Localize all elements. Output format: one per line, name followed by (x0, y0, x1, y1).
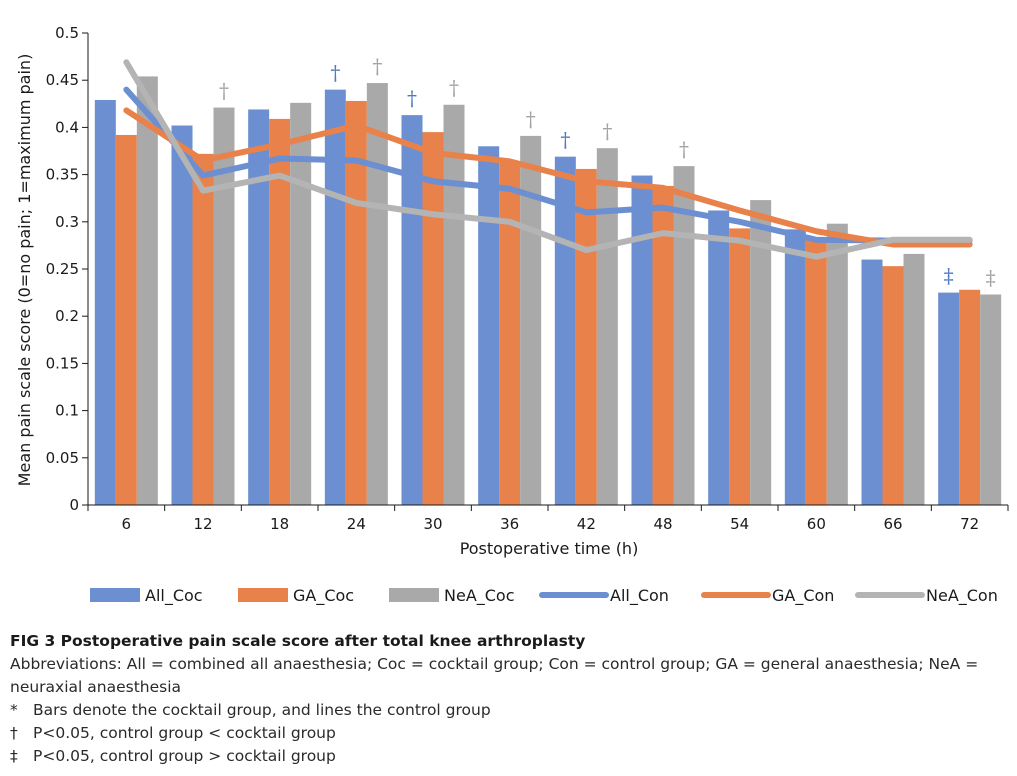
bar-All_Coc-6 (94, 100, 116, 506)
bar-GA_Coc-18 (269, 118, 291, 506)
bar-All_Coc-24 (324, 89, 346, 505)
significance-72-NeA_Coc: ‡ (986, 265, 996, 289)
bar-NeA_Coc-42 (596, 148, 618, 505)
significance-36-NeA_Coc: † (526, 107, 536, 131)
x-tick-label: 60 (807, 515, 826, 533)
legend-label-NeA_Con: NeA_Con (926, 586, 998, 606)
y-tick-label: 0.25 (46, 260, 79, 278)
bar-NeA_Coc-66 (903, 253, 925, 505)
note-row: ‡ P<0.05, control group > cocktail group (10, 745, 1010, 768)
x-tick-label: 72 (960, 515, 979, 533)
x-tick-label: 54 (730, 515, 749, 533)
bar-marks (94, 76, 1002, 506)
bar-GA_Coc-66 (882, 266, 904, 505)
significance-42-All_Coc: † (560, 128, 570, 152)
bar-GA_Coc-6 (115, 134, 137, 505)
bar-GA_Coc-48 (652, 185, 674, 506)
note-symbol: † (10, 724, 18, 742)
note-symbol: ‡ (10, 747, 18, 765)
bar-GA_Coc-36 (499, 163, 521, 505)
bar-NeA_Coc-6 (136, 76, 158, 505)
legend-label-NeA_Coc: NeA_Coc (444, 586, 515, 606)
y-tick-label: 0.5 (55, 24, 79, 42)
bar-NeA_Coc-24 (366, 83, 388, 506)
y-tick-label: 0.4 (55, 118, 79, 136)
pain-score-chart: 00.050.10.150.20.250.30.350.40.450.5 †† †… (15, 24, 1009, 606)
bar-All_Coc-18 (248, 109, 270, 506)
bar-GA_Coc-42 (575, 168, 597, 505)
abbreviations-note: Abbreviations: All = combined all anaest… (10, 655, 979, 696)
x-tick-label: 30 (423, 515, 442, 533)
x-tick-label: 6 (122, 515, 132, 533)
legend: All_Coc GA_Coc NeA_Coc All_Con GA_Con NeA_Con (90, 586, 998, 606)
figure-caption: FIG 3 Postoperative pain scale score aft… (10, 630, 1010, 768)
bar-All_Coc-60 (784, 229, 806, 506)
legend-swatch-NeA_Coc (389, 588, 439, 602)
significance-marks: † † † † † † † † † ‡ ‡ (219, 54, 996, 289)
bar-All_Coc-66 (861, 259, 883, 505)
line-marks (123, 59, 973, 260)
bar-NeA_Coc-48 (673, 166, 695, 505)
note-text: Bars denote the cocktail group, and line… (33, 701, 491, 719)
bar-NeA_Coc-72 (980, 294, 1002, 505)
bar-All_Coc-54 (708, 210, 730, 506)
legend-label-All_Con: All_Con (610, 586, 669, 606)
y-tick-label: 0.3 (55, 213, 79, 231)
significance-30-All_Coc: † (407, 86, 417, 110)
legend-label-GA_Coc: GA_Coc (293, 586, 354, 606)
significance-48-NeA_Coc: † (679, 137, 689, 161)
y-tick-label: 0.15 (46, 354, 79, 372)
x-tick-label: 42 (577, 515, 596, 533)
bar-NeA_Coc-60 (826, 223, 848, 506)
y-axis-title: Mean pain scale score (0=no pain; 1=maxi… (15, 54, 34, 487)
significance-30-NeA_Coc: † (449, 76, 459, 100)
legend-label-All_Coc: All_Coc (145, 586, 203, 606)
bar-GA_Coc-30 (422, 132, 444, 505)
bar-All_Coc-36 (478, 146, 500, 505)
note-symbol: * (10, 701, 18, 719)
bar-GA_Coc-60 (805, 237, 827, 505)
note-text: P<0.05, control group < cocktail group (33, 724, 336, 742)
bar-GA_Coc-54 (729, 228, 751, 505)
bar-NeA_Coc-30 (443, 104, 465, 505)
y-tick-label: 0.05 (46, 449, 79, 467)
note-row: * Bars denote the cocktail group, and li… (10, 699, 1010, 722)
x-axis-ticks: 6 12 18 24 30 36 42 48 54 60 66 72 (87, 505, 1009, 533)
legend-label-GA_Con: GA_Con (772, 586, 834, 606)
bar-GA_Coc-12 (192, 153, 214, 505)
bar-NeA_Coc-12 (213, 107, 235, 506)
bar-NeA_Coc-18 (290, 102, 312, 505)
legend-swatch-All_Coc (90, 588, 140, 602)
significance-42-NeA_Coc: † (602, 119, 612, 143)
bar-All_Coc-12 (171, 125, 193, 506)
y-tick-label: 0.35 (46, 166, 79, 184)
bar-All_Coc-48 (631, 175, 653, 505)
figure-title: FIG 3 Postoperative pain scale score aft… (10, 632, 586, 650)
note-row: † P<0.05, control group < cocktail group (10, 722, 1010, 745)
significance-24-All_Coc: † (330, 61, 340, 85)
significance-24-NeA_Coc: † (372, 54, 382, 78)
y-tick-label: 0 (69, 496, 79, 514)
significance-72-All_Coc: ‡ (944, 264, 954, 288)
line-GA_Con (123, 107, 973, 248)
bar-GA_Coc-72 (959, 289, 981, 505)
note-text: P<0.05, control group > cocktail group (33, 747, 336, 765)
y-tick-label: 0.45 (46, 71, 79, 89)
x-tick-label: 18 (270, 515, 289, 533)
x-tick-label: 66 (883, 515, 902, 533)
bar-All_Coc-72 (938, 292, 960, 505)
x-axis-title: Postoperative time (h) (460, 539, 639, 558)
bar-NeA_Coc-54 (750, 200, 772, 505)
line-NeA_Con (123, 59, 973, 260)
legend-swatch-GA_Coc (238, 588, 288, 602)
y-tick-label: 0.2 (55, 307, 79, 325)
y-tick-label: 0.1 (55, 402, 79, 420)
y-axis-ticks: 0 0.05 0.1 0.15 0.2 0.25 0.3 0.35 0.4 0.45 0.5 (46, 24, 88, 514)
x-tick-label: 12 (193, 515, 212, 533)
x-tick-label: 36 (500, 515, 519, 533)
x-tick-label: 48 (653, 515, 672, 533)
significance-12-NeA_Coc: † (219, 79, 229, 103)
line-All_Con (123, 86, 973, 244)
x-tick-label: 24 (347, 515, 366, 533)
